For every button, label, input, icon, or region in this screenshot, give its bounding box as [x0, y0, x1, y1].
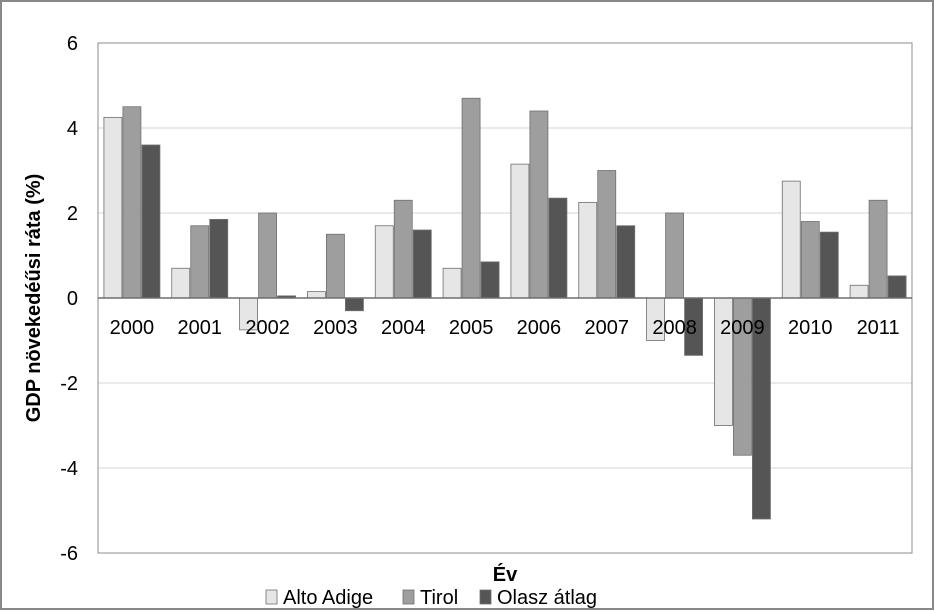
x-tick-label: 2010: [788, 317, 833, 339]
bar: [849, 284, 869, 299]
bar: [510, 163, 530, 299]
y-tick-label: 4: [67, 118, 78, 140]
bar: [393, 199, 413, 299]
y-tick-label: 2: [67, 203, 78, 225]
x-tick-label: 2005: [449, 317, 494, 339]
bar: [171, 267, 191, 299]
y-tick-labels: -6 -4 -2 0 2 4 6: [60, 33, 78, 565]
bar: [461, 97, 481, 299]
x-tick-label: 2004: [381, 317, 426, 339]
legend-label: Alto Adige: [283, 587, 373, 609]
bar: [480, 261, 500, 299]
bar: [529, 110, 549, 299]
bar: [103, 116, 123, 299]
bar: [412, 229, 432, 299]
x-tick-label: 2008: [652, 317, 697, 339]
x-tick-label: 2003: [313, 317, 358, 339]
bar: [887, 275, 907, 299]
x-tick-label: 2006: [517, 317, 562, 339]
bar: [616, 225, 636, 299]
y-tick-label: -2: [60, 373, 78, 395]
bar: [442, 267, 462, 299]
bar: [190, 225, 210, 299]
bar: [868, 199, 888, 299]
y-tick-label: -4: [60, 458, 78, 480]
bar: [597, 170, 617, 299]
x-tick-label: 2001: [178, 317, 223, 339]
bar: [345, 297, 364, 312]
x-tick-label: 2000: [110, 317, 155, 339]
y-tick-label: 0: [67, 288, 78, 310]
y-tick-label: -6: [60, 543, 78, 565]
bar: [800, 221, 820, 299]
x-tick-label: 2011: [857, 317, 900, 339]
x-tick-label: 2009: [720, 317, 765, 339]
bar: [307, 291, 326, 299]
bar: [122, 106, 142, 299]
bar: [258, 212, 277, 299]
legend-swatch: [265, 589, 278, 605]
legend-swatch: [479, 589, 492, 605]
x-tick-label: 2007: [585, 317, 630, 339]
legend-swatch: [402, 589, 415, 605]
bar: [665, 212, 684, 299]
bar: [578, 201, 598, 299]
bars: [103, 97, 907, 520]
bar: [209, 218, 229, 299]
legend-label: Tirol: [420, 587, 458, 609]
legend-label: Olasz átlag: [497, 587, 597, 609]
bar: [374, 225, 394, 299]
x-axis-title: Év: [493, 563, 518, 586]
bar: [548, 197, 568, 299]
y-tick-label: 6: [67, 33, 78, 55]
bar: [326, 233, 345, 299]
x-tick-label: 2002: [245, 317, 290, 339]
y-axis-title: GDP növekedéűsi ráta (%): [23, 174, 45, 423]
bar: [141, 144, 161, 299]
x-tick-labels: 2000 2001 2002 2003 2004 2005 2006 2007 2008 2009…: [110, 317, 900, 339]
bar: [819, 231, 839, 299]
bar: [781, 180, 801, 299]
legend: Alto Adige Tirol Olasz átlag: [265, 587, 597, 609]
